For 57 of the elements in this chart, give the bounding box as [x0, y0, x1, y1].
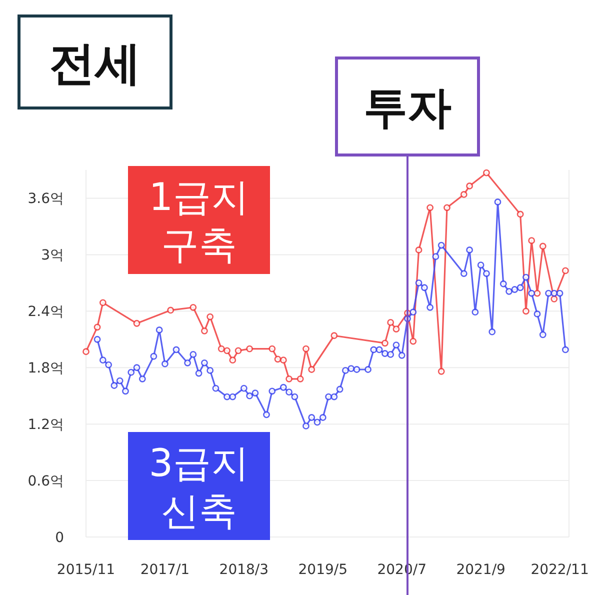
point	[246, 345, 254, 352]
point	[438, 368, 445, 375]
point	[206, 313, 214, 320]
point	[392, 326, 400, 332]
point	[218, 345, 225, 352]
point	[280, 356, 287, 364]
y-tick-label: 3.6억	[28, 191, 64, 208]
point	[167, 306, 174, 314]
point	[94, 324, 101, 331]
point	[528, 237, 536, 244]
x-tick-label: 2017/1	[140, 562, 190, 578]
point	[539, 242, 546, 250]
point	[296, 375, 304, 382]
point	[229, 356, 236, 364]
point	[381, 340, 388, 347]
point	[234, 347, 242, 354]
ref-line-label: 투자	[364, 82, 452, 134]
point	[200, 327, 208, 334]
y-tick-label: 1.2억	[28, 417, 64, 434]
point	[387, 318, 394, 326]
point	[308, 366, 316, 373]
chart-title: 전세	[49, 36, 141, 90]
point	[99, 299, 106, 306]
point	[330, 332, 338, 340]
point	[415, 246, 422, 254]
y-tick-label: 2.4억	[28, 304, 64, 320]
title: 전세	[18, 14, 172, 110]
point	[224, 347, 230, 354]
point	[444, 204, 450, 212]
y-tick-label: 3억	[41, 248, 64, 264]
point	[302, 345, 310, 352]
series-label: 3급지 신축	[148, 441, 250, 533]
point	[460, 191, 468, 198]
y-tick-label: 0.6억	[28, 474, 64, 490]
point	[190, 304, 197, 311]
point	[410, 338, 417, 345]
x-tick-label: 2019/5	[298, 562, 348, 578]
point	[268, 345, 276, 352]
point	[466, 182, 473, 190]
point	[562, 267, 569, 274]
x-tick-label: 2015/11	[56, 562, 116, 578]
point	[483, 169, 490, 176]
point	[534, 290, 541, 297]
x-tick-label: 2018/3	[219, 562, 269, 578]
point	[550, 295, 558, 302]
point	[426, 204, 434, 212]
point	[133, 320, 140, 327]
y-tick-label: 0	[55, 530, 64, 546]
x-tick-label: 2021/9	[456, 562, 506, 578]
point	[82, 348, 90, 356]
point	[522, 308, 530, 315]
point	[286, 375, 292, 382]
series-label: 1급지 구축	[148, 175, 250, 267]
y-tick-label: 1.8억	[28, 360, 64, 377]
point	[516, 210, 524, 218]
x-tick-label: 2022/11	[530, 562, 589, 578]
point	[274, 356, 282, 363]
